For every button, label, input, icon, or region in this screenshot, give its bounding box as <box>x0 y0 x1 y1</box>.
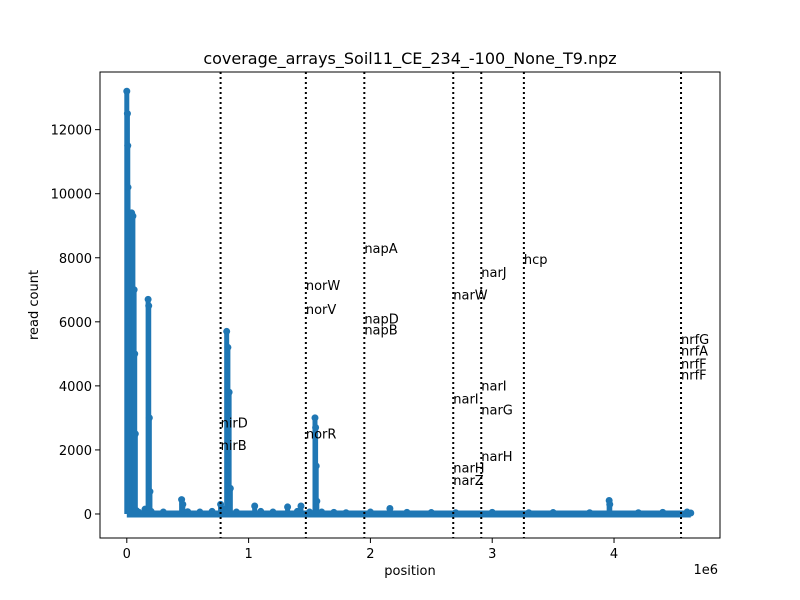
coverage-point <box>123 87 131 95</box>
gene-annotation: napD <box>364 312 398 327</box>
x-tick-label: 1 <box>244 547 252 562</box>
coverage-point <box>145 302 153 310</box>
gene-annotation: norR <box>306 428 337 443</box>
x-tick-label: 4 <box>610 547 618 562</box>
series-0 <box>123 87 695 518</box>
coverage-point <box>225 388 233 396</box>
coverage-point <box>312 424 320 432</box>
gene-annotation: narW <box>453 288 488 303</box>
gene-annotation: hcp <box>524 253 548 268</box>
coverage-point <box>144 295 152 303</box>
x-tick-label: 2 <box>366 547 374 562</box>
x-axis: 0 1 2 3 4 <box>123 538 618 562</box>
gene-annotation: narI <box>453 392 478 407</box>
coverage-point <box>284 503 292 511</box>
gene-annotation: narG <box>481 404 513 419</box>
coverage-point <box>606 500 614 508</box>
gene-annotation: nrfA <box>681 344 708 359</box>
coverage-point <box>124 142 132 150</box>
gene-annotation: nrfG <box>681 333 709 348</box>
gene-annotation: nrfF <box>681 368 707 383</box>
coverage-point <box>179 500 187 508</box>
coverage-point <box>226 484 234 492</box>
coverage-point <box>123 110 131 118</box>
coverage-point <box>251 502 259 510</box>
coverage-point <box>130 286 138 294</box>
x-axis-label: position <box>384 564 436 579</box>
y-tick-label: 4000 <box>59 380 92 395</box>
gene-annotation: narI <box>481 380 506 395</box>
coverage-point <box>145 414 153 422</box>
gene-annotation: napA <box>364 242 397 257</box>
x-tick-label: 0 <box>123 547 131 562</box>
coverage-point <box>131 430 139 438</box>
gene-annotation: norV <box>306 303 337 318</box>
coverage-point <box>146 488 154 496</box>
gene-annotation: nirB <box>221 439 247 454</box>
y-axis: 0 2000 4000 6000 8000 10000 12000 <box>51 124 100 523</box>
y-tick-label: 10000 <box>51 188 92 203</box>
x-axis-offset-label: 1e6 <box>693 563 718 578</box>
gene-annotation: narJ <box>481 266 506 281</box>
gene-annotation: narH <box>481 450 512 465</box>
coverage-point <box>131 350 139 358</box>
coverage-point <box>297 502 305 510</box>
gene-annotation: nrfF <box>681 357 707 372</box>
coverage-point <box>223 327 231 335</box>
coverage-point <box>386 505 394 513</box>
coverage-point <box>312 462 320 470</box>
gene-annotation: narH <box>453 461 484 476</box>
y-tick-label: 2000 <box>59 444 92 459</box>
y-axis-label: read count <box>27 270 42 340</box>
coverage-point <box>311 414 319 422</box>
gene-annotation: norW <box>306 279 341 294</box>
coverage-point <box>217 500 225 508</box>
x-tick-label: 3 <box>488 547 496 562</box>
gene-annotation: napB <box>364 324 397 339</box>
coverage-point <box>313 497 321 505</box>
chart-title: coverage_arrays_Soil11_CE_234_-100_None_… <box>203 49 616 69</box>
coverage-point <box>124 183 132 191</box>
gene-annotation: narZ <box>453 474 484 489</box>
y-tick-label: 12000 <box>51 124 92 139</box>
y-tick-label: 6000 <box>59 316 92 331</box>
y-tick-label: 0 <box>84 508 92 523</box>
coverage-point <box>129 212 137 220</box>
y-tick-label: 8000 <box>59 252 92 267</box>
coverage-point <box>224 343 232 351</box>
plot-frame <box>99 71 721 539</box>
gene-annotation: nirD <box>221 417 248 432</box>
